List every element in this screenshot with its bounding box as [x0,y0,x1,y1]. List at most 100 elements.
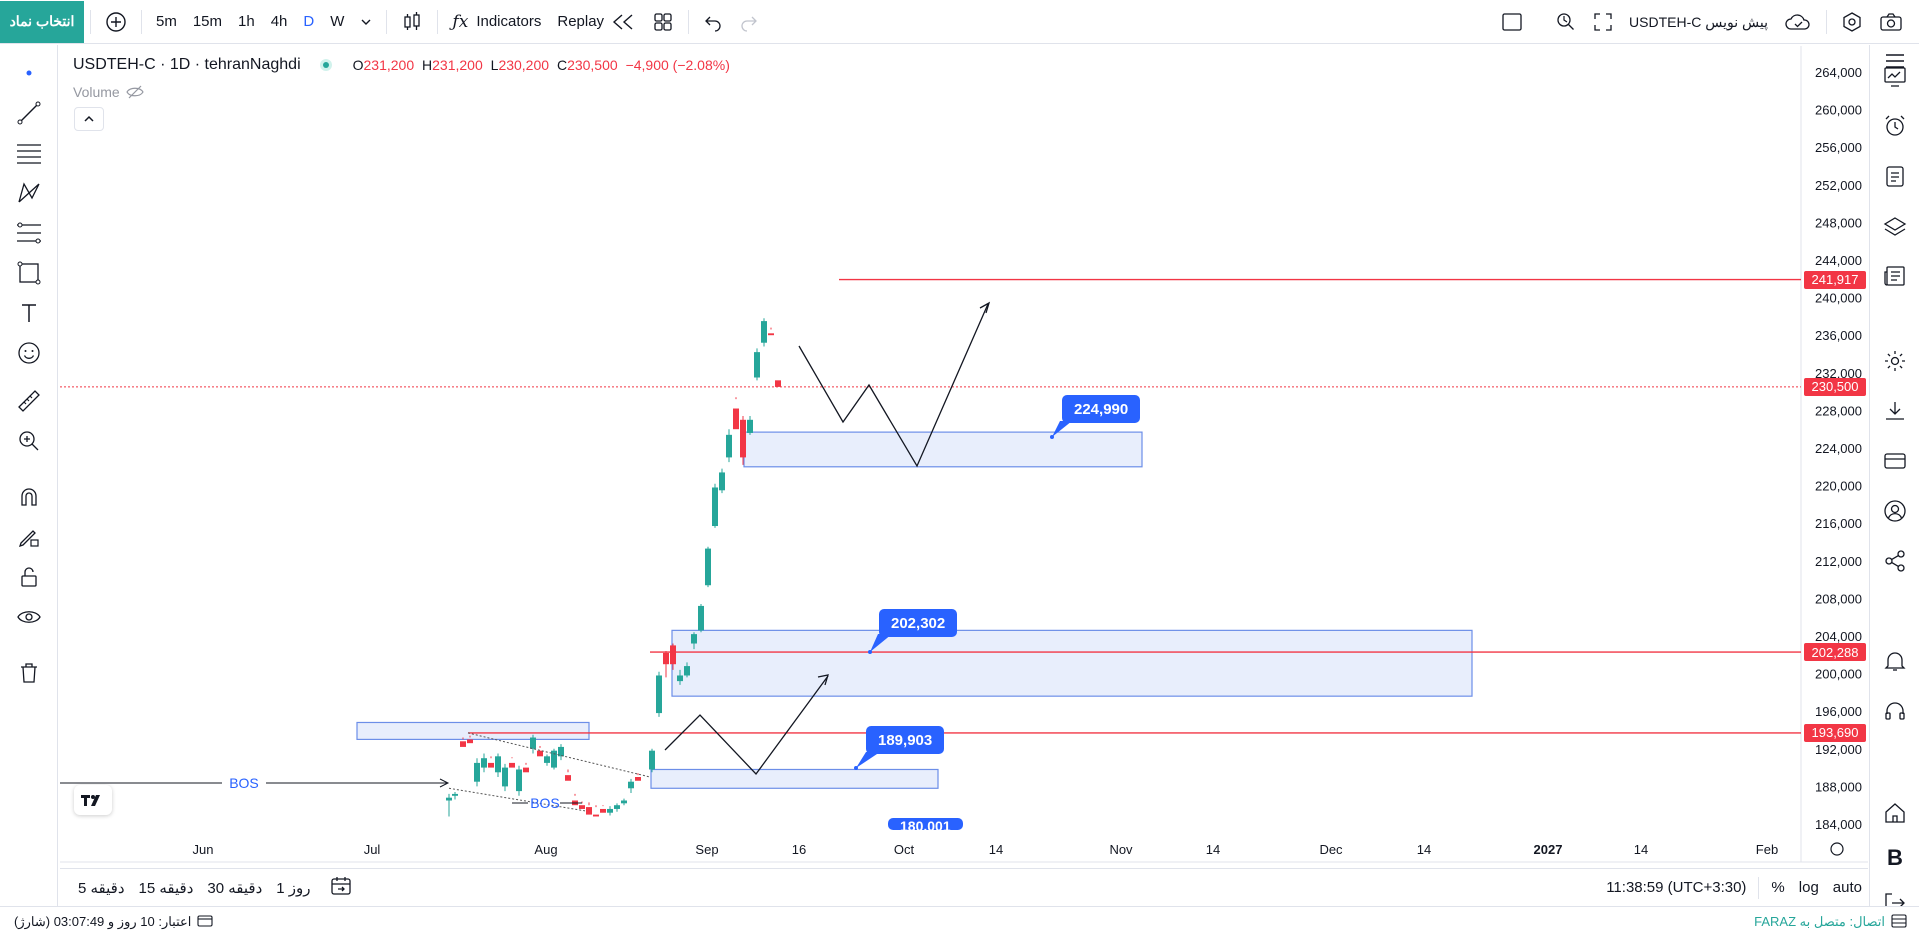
news-icon[interactable] [1879,260,1911,292]
candle-body [628,781,634,789]
callout-tail [870,634,892,652]
undo-icon[interactable] [695,6,731,38]
interval-w[interactable]: W [330,13,345,30]
indicators-button[interactable]: ƒx Indicators [444,6,549,38]
time-tick-label: 14 [1634,842,1648,857]
pattern-icon[interactable] [13,177,45,209]
time-tick-label: Nov [1109,842,1133,857]
replay-button[interactable]: Replay [549,6,644,38]
emoji-icon[interactable] [13,337,45,369]
add-symbol-icon[interactable] [97,6,135,38]
ruler-icon[interactable] [13,385,45,417]
clock[interactable]: 11:38:59 (UTC+3:30) [1606,879,1747,896]
headset-icon[interactable] [1879,695,1911,727]
fib-tool-icon[interactable] [13,217,45,249]
legend-title[interactable]: USDTEH-C · 1D · tehranNaghdi [73,56,301,73]
home-icon[interactable] [1879,797,1911,829]
horizontal-lines-icon[interactable] [13,137,45,169]
zoom-in-icon[interactable] [13,425,45,457]
range-5m[interactable]: 5 دقیقه [78,879,125,897]
magnet-icon[interactable] [13,481,45,513]
price-tick-label: 232,000 [1815,366,1862,381]
eye-crossed-icon[interactable] [126,85,144,99]
candle-body [474,762,480,782]
maximize-icon[interactable] [1585,6,1621,38]
pencil-lock-icon[interactable] [13,521,45,553]
price-marker[interactable]: 193,690 [1804,723,1866,742]
price-chart[interactable]: 264,000 260,000 256,000 252,000 248,000 244,0… [0,0,1919,865]
price-tick-label: 256,000 [1815,140,1862,155]
fullscreen-box-icon[interactable] [1493,6,1531,38]
callout-180001[interactable]: 180,001 [888,818,963,830]
price-tick-label: 248,000 [1815,215,1862,230]
interval-5m[interactable]: 5m [156,13,177,30]
time-tick-label: 14 [1206,842,1220,857]
candle-body [698,605,704,631]
divider [386,9,388,34]
time-tick-label: Feb [1756,842,1778,857]
range-15m[interactable]: 15 دقیقه [138,879,194,897]
candle-body [621,800,627,804]
interval-1h[interactable]: 1h [238,13,255,30]
interval-d[interactable]: D [303,13,315,30]
price-marker[interactable]: 230,500 [1804,377,1866,396]
candle-body [579,805,585,809]
collapse-legend-button[interactable] [74,107,104,131]
bold-b-icon[interactable]: B [1887,845,1903,870]
callout-anchor [1050,435,1054,439]
user-icon[interactable] [1879,495,1911,527]
watchlist-icon[interactable] [1879,61,1911,93]
demand-zone [356,721,590,740]
text-tool-icon[interactable] [13,297,45,329]
redo-icon[interactable] [731,6,767,38]
download-icon[interactable] [1879,395,1911,427]
camera-icon[interactable] [1871,6,1911,38]
chevron-down-icon[interactable] [352,6,380,38]
divider [1826,10,1827,34]
trash-icon[interactable] [13,657,45,689]
percent-toggle[interactable]: % [1771,879,1785,896]
bell-icon[interactable] [1879,645,1911,677]
price-tick-label: 212,000 [1815,554,1862,569]
price-marker[interactable]: 202,288 [1804,643,1866,662]
symbol-search-button[interactable]: انتخاب نماد [0,0,84,43]
gear-icon[interactable] [1879,345,1911,377]
price-tick-label: 264,000 [1815,65,1862,80]
cloud-save-icon[interactable] [1776,6,1820,38]
callout-224990[interactable]: 224,990 [1062,395,1141,423]
interval-15m[interactable]: 15m [192,13,223,30]
eye-icon[interactable] [13,601,45,633]
alarm-clock-icon[interactable] [1879,110,1911,142]
callout-189903[interactable]: 189,903 [866,726,945,754]
quick-search-icon[interactable] [1547,6,1585,38]
candle-body [516,769,522,792]
layers-icon[interactable] [1879,210,1911,242]
tradingview-logo[interactable] [74,785,112,815]
range-1d[interactable]: 1 روز [276,879,311,897]
goto-date-icon[interactable] [329,875,353,901]
time-tick-label: 16 [792,842,806,857]
card-icon[interactable] [1879,445,1911,477]
rectangle-tool-icon[interactable] [13,257,45,289]
settings-hexagon-icon[interactable] [1833,6,1871,38]
volume-label[interactable]: Volume [73,84,120,100]
auto-toggle[interactable]: auto [1832,879,1862,896]
bos-label: BOS [229,775,259,791]
log-toggle[interactable]: log [1798,879,1819,896]
price-tick-label: 192,000 [1815,742,1862,757]
share-icon[interactable] [1879,545,1911,577]
layout-grid-icon[interactable] [644,6,682,38]
notes-icon[interactable] [1879,160,1911,192]
price-tick-label: 200,000 [1815,667,1862,682]
range-30m[interactable]: 30 دقیقه [207,879,263,897]
menu-icon[interactable] [1879,45,1911,77]
callout-202302[interactable]: 202,302 [879,609,958,637]
trend-line-icon[interactable] [13,97,45,129]
lock-icon[interactable] [13,561,45,593]
candles-icon[interactable] [393,6,431,38]
cursor-dot-icon[interactable] [13,57,45,89]
price-marker[interactable]: 241,917 [1804,270,1866,289]
interval-4h[interactable]: 4h [270,13,288,30]
candle-body [460,741,466,747]
time-tick-label: 2027 [1534,842,1563,857]
